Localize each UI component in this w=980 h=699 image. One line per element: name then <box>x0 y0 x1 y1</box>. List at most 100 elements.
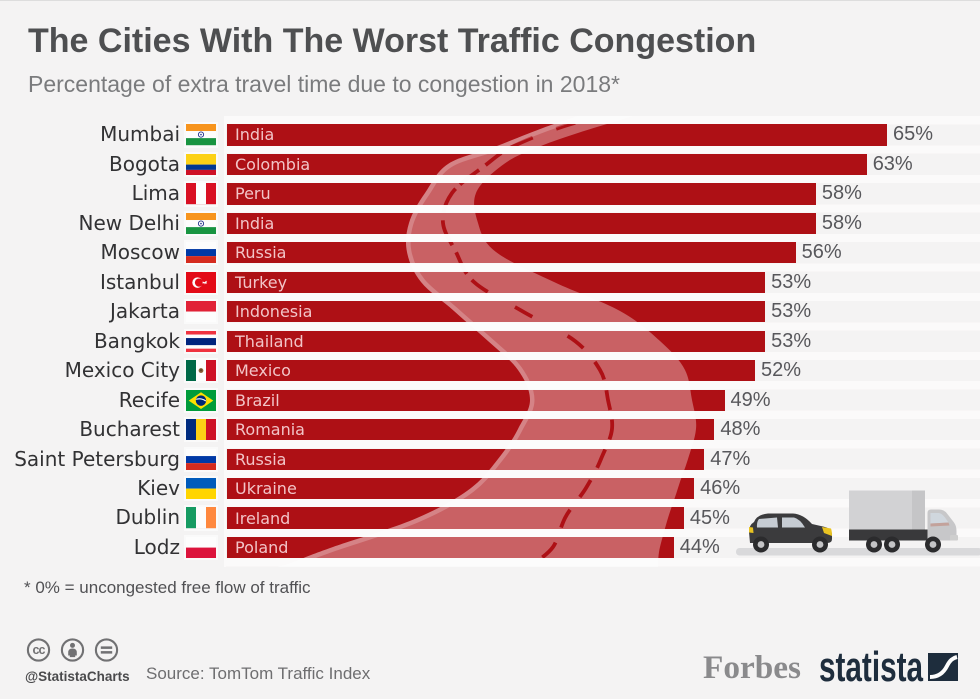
value-label: 46% <box>700 477 741 500</box>
country-label: Colombia <box>235 154 311 174</box>
value-label: 53% <box>771 300 812 323</box>
flag-turkey-icon <box>186 271 216 293</box>
country-label: India <box>235 213 275 233</box>
chart-subtitle: Percentage of extra travel time due to c… <box>28 71 620 97</box>
flag-indonesia-icon <box>186 301 216 323</box>
country-bar: Thailand <box>227 330 766 352</box>
chart-row: Moscow Russia 56% <box>0 240 980 265</box>
flag-peru-icon <box>186 183 216 205</box>
country-label: Ireland <box>235 508 291 528</box>
value-label: 53% <box>771 329 812 352</box>
country-bar: Ukraine <box>227 477 695 500</box>
flag-mexico-icon <box>186 360 216 382</box>
flag-brazil-icon <box>186 389 216 411</box>
country-label: Russia <box>235 449 287 469</box>
flag-romania-icon <box>186 419 216 441</box>
country-bar: Peru <box>227 183 816 205</box>
flag-india-icon <box>186 212 216 234</box>
country-bar: Ireland <box>227 507 684 529</box>
flag-india-icon <box>186 124 216 146</box>
value-label: 63% <box>872 152 913 175</box>
country-label: Indonesia <box>235 302 313 322</box>
chart-title: The Cities With The Worst Traffic Conges… <box>28 22 757 60</box>
country-label: Peru <box>235 184 271 204</box>
country-bar: India <box>227 212 816 234</box>
chart-row: Bogota Colombia 63% <box>0 151 980 176</box>
value-label: 48% <box>720 418 761 441</box>
value-label: 53% <box>771 270 812 293</box>
city-label: Jakarta <box>110 299 180 324</box>
value-label: 47% <box>710 447 751 470</box>
value-label: 58% <box>821 211 862 234</box>
city-label: Bangkok <box>93 328 180 353</box>
footnote: * 0% = uncongested free flow of traffic <box>24 578 311 597</box>
city-label: New Delhi <box>78 210 180 235</box>
value-label: 49% <box>730 388 771 411</box>
country-bar: Turkey <box>227 271 766 293</box>
city-label: Bucharest <box>79 417 180 442</box>
value-label: 52% <box>761 359 802 382</box>
chart-row: Mumbai India 65% <box>0 122 980 147</box>
chart-row: Bangkok Thailand 53% <box>0 328 980 353</box>
statista-logo-mark <box>928 653 958 681</box>
country-label: Ukraine <box>235 479 297 499</box>
country-label: Russia <box>235 243 287 263</box>
value-label: 44% <box>679 536 720 559</box>
chart-row: Mexico City Mexico 52% <box>0 358 980 383</box>
cc-license-icons: cc <box>26 638 119 662</box>
statista-logo-wordmark: statista <box>819 643 923 690</box>
city-label: Dublin <box>115 505 180 530</box>
chart-row: Jakarta Indonesia 53% <box>0 299 980 324</box>
country-bar: Russia <box>227 242 796 264</box>
chart-row: Dublin Ireland 45% <box>0 505 980 530</box>
country-label: Mexico <box>235 361 291 381</box>
value-label: 58% <box>821 182 862 205</box>
chart-row: Kiev Ukraine 46% <box>0 475 980 500</box>
city-label: Saint Petersburg <box>14 446 180 471</box>
cc-icon: cc <box>26 638 51 662</box>
flag-ireland-icon <box>186 507 216 529</box>
country-bar: Romania <box>227 419 715 441</box>
country-bar: Brazil <box>227 389 725 411</box>
flag-thailand-icon <box>186 330 216 352</box>
country-label: Poland <box>235 538 289 558</box>
city-label: Recife <box>118 387 180 412</box>
country-bar: Indonesia <box>227 301 766 323</box>
country-label: Brazil <box>235 390 280 410</box>
chart-row: Lodz Poland 44% <box>0 534 980 559</box>
city-label: Mexico City <box>64 358 180 383</box>
chart-row: Saint Petersburg Russia 47% <box>0 446 980 471</box>
flag-poland-icon <box>186 536 216 559</box>
country-label: Romania <box>235 420 305 440</box>
city-label: Kiev <box>137 475 180 500</box>
chart-row: Lima Peru 58% <box>0 181 980 206</box>
country-bar: Russia <box>227 448 705 470</box>
country-label: Turkey <box>235 272 288 292</box>
forbes-logo: Forbes <box>703 650 801 686</box>
cc-by-icon <box>60 638 85 662</box>
svg-text:cc: cc <box>33 643 46 657</box>
city-label: Mumbai <box>100 122 180 147</box>
cc-nd-icon <box>94 638 119 662</box>
chart-row: New Delhi India 58% <box>0 210 980 235</box>
country-label: Thailand <box>235 331 304 351</box>
city-label: Bogota <box>109 151 180 176</box>
statista-charts-handle: @StatistaCharts <box>25 669 130 684</box>
chart-row: Recife Brazil 49% <box>0 387 980 412</box>
chart-row: Istanbul Turkey 53% <box>0 269 980 294</box>
city-label: Moscow <box>100 240 180 265</box>
country-label: India <box>235 125 275 145</box>
value-label: 45% <box>689 506 730 529</box>
country-bar: India <box>227 124 887 146</box>
flag-colombia-icon <box>186 153 216 176</box>
country-bar: Mexico <box>227 360 755 382</box>
flag-russia-icon <box>186 242 216 264</box>
value-label: 56% <box>801 241 842 264</box>
city-label: Lima <box>131 181 180 206</box>
flag-ukraine-icon <box>186 477 216 500</box>
city-label: Istanbul <box>99 269 180 294</box>
chart-row: Bucharest Romania 48% <box>0 417 980 442</box>
country-bar: Poland <box>227 536 674 559</box>
city-label: Lodz <box>133 534 180 559</box>
